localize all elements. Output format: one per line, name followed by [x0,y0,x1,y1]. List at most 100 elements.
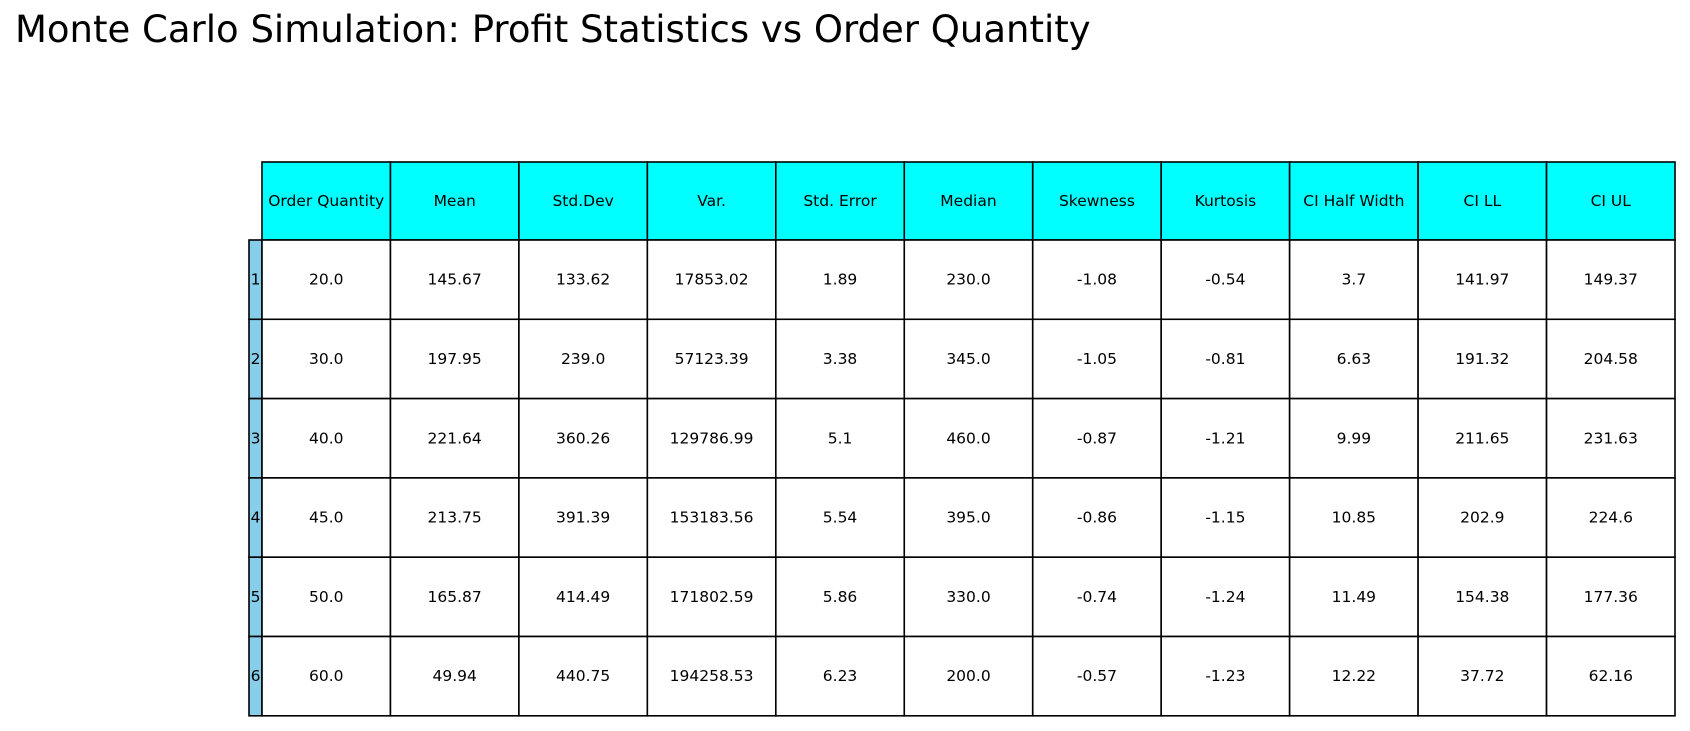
cell-value: 391.39 [556,509,610,527]
table-cell [903,477,1034,558]
cell-value: 224.6 [1589,509,1633,527]
column-header: Order Quantity [268,192,384,210]
table-cell [518,318,649,400]
cell-value: 194258.53 [670,667,754,685]
cell-value: -1.21 [1205,429,1245,447]
table-cell [518,635,649,717]
column-header: Std.Dev [552,192,613,210]
table-cell [389,397,520,479]
cell-value: -0.74 [1077,588,1117,606]
cell-value: 171802.59 [670,588,754,606]
cell-value: -1.05 [1077,350,1117,368]
cell-value: 60.0 [309,667,344,685]
cell-value: 153183.56 [670,509,754,527]
cell-value: 440.75 [556,667,610,685]
table-cell [646,477,777,558]
column-header: Std. Error [803,192,877,210]
cell-value: -0.57 [1077,667,1117,685]
cell-value: 202.9 [1460,509,1504,527]
cell-value: 177.36 [1584,588,1638,606]
table-cell [1417,318,1548,400]
cell-value: 133.62 [556,271,610,289]
cell-value: 460.0 [946,429,990,447]
cell-value: 221.64 [428,429,482,447]
cell-value: 414.49 [556,588,610,606]
table-cell [1417,239,1548,321]
row-label: 6 [251,667,261,685]
table-cell [775,397,906,479]
table-cell [775,318,906,400]
table-cell [1545,318,1676,400]
cell-value: 50.0 [309,588,344,606]
cell-value: 200.0 [946,667,990,685]
cell-value: 6.63 [1337,350,1372,368]
cell-value: 145.67 [428,271,482,289]
cell-value: 5.86 [823,588,858,606]
cell-value: 37.72 [1460,667,1504,685]
table-cell [1160,318,1291,400]
table-cell [1288,477,1419,558]
cell-value: 5.1 [828,429,853,447]
row-label: 3 [251,429,261,447]
cell-value: 20.0 [309,271,344,289]
cell-value: 230.0 [946,271,990,289]
cell-value: 154.38 [1455,588,1509,606]
cell-value: -0.81 [1205,350,1245,368]
cell-value: -1.23 [1205,667,1245,685]
table-cell [261,477,392,558]
cell-value: 191.32 [1455,350,1509,368]
cell-value: 141.97 [1455,271,1509,289]
cell-value: 30.0 [309,350,344,368]
header-cell [1417,161,1548,241]
table-cell [1031,477,1162,558]
table-cell [775,556,906,638]
column-header: Skewness [1059,192,1135,210]
cell-value: 330.0 [946,588,990,606]
cell-value: 211.65 [1455,429,1509,447]
table-cell [389,556,520,638]
table-cell [1417,477,1548,558]
cell-value: 40.0 [309,429,344,447]
cell-value: 5.54 [823,509,858,527]
table-cell [1417,635,1548,717]
row-label: 5 [251,588,261,606]
cell-value: 57123.39 [675,350,749,368]
table-cell [1545,556,1676,638]
column-header: Mean [434,192,476,210]
cell-value: 149.37 [1584,271,1638,289]
cell-value: 1.89 [823,271,858,289]
cell-value: 204.58 [1584,350,1638,368]
header-cell [1160,161,1291,241]
cell-value: 129786.99 [670,429,754,447]
cell-value: 395.0 [946,509,990,527]
cell-value: 45.0 [309,509,344,527]
cell-value: 12.22 [1332,667,1376,685]
table-cell [1031,556,1162,638]
row-label: 4 [251,509,261,527]
table-cell [646,318,777,400]
cell-value: -0.86 [1077,509,1117,527]
chart-title: Monte Carlo Simulation: Profit Statistic… [15,8,1091,51]
table-cell [518,239,649,321]
table-cell [261,318,392,400]
cell-value: 231.63 [1584,429,1638,447]
table-cell [518,397,649,479]
table-cell [1288,397,1419,479]
cell-value: 3.7 [1342,271,1367,289]
cell-value: 10.85 [1332,509,1376,527]
cell-value: 17853.02 [675,271,749,289]
cell-value: 213.75 [428,509,482,527]
table-cell [1545,635,1676,717]
table-cell [775,635,906,717]
table-cell [646,397,777,479]
column-header: CI Half Width [1303,192,1404,210]
cell-value: 360.26 [556,429,610,447]
table-cell [1288,556,1419,638]
cell-value: -0.87 [1077,429,1117,447]
column-header: CI UL [1591,192,1632,210]
row-label: 1 [251,271,261,289]
table-cell [1288,635,1419,717]
cell-value: 197.95 [428,350,482,368]
cell-value: 62.16 [1589,667,1633,685]
